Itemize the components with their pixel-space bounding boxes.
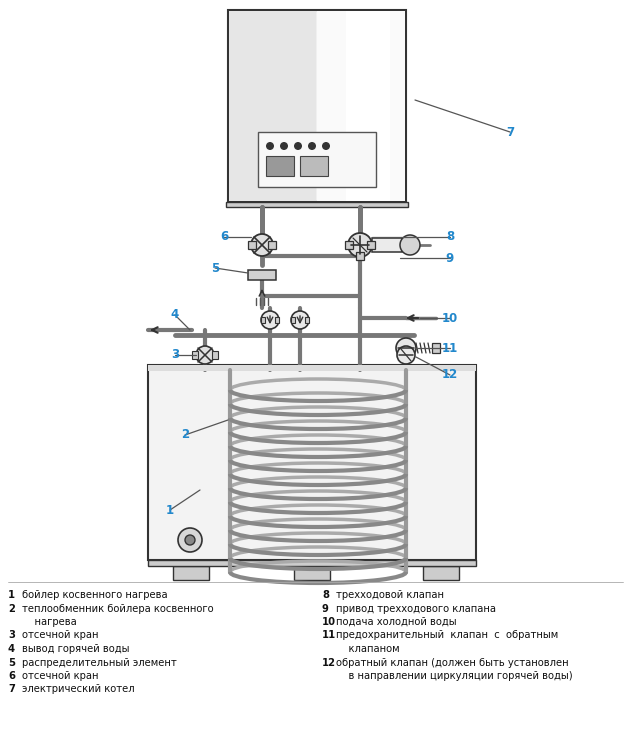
Text: привод трехходового клапана: привод трехходового клапана bbox=[336, 604, 496, 614]
Circle shape bbox=[185, 535, 195, 545]
Bar bbox=[294, 566, 330, 580]
Circle shape bbox=[308, 142, 316, 150]
Text: 2: 2 bbox=[181, 429, 189, 442]
Text: 12: 12 bbox=[322, 657, 336, 668]
Circle shape bbox=[196, 346, 214, 364]
Bar bbox=[372, 238, 402, 252]
Text: подача холодной воды: подача холодной воды bbox=[336, 617, 457, 627]
Text: 1: 1 bbox=[8, 590, 15, 600]
Text: 1: 1 bbox=[166, 503, 174, 517]
Bar bbox=[266, 156, 294, 176]
Bar bbox=[148, 365, 476, 371]
Text: 3: 3 bbox=[171, 348, 179, 361]
Text: 7: 7 bbox=[8, 684, 15, 695]
Text: 9: 9 bbox=[322, 604, 329, 614]
Bar bbox=[248, 270, 276, 280]
Text: 12: 12 bbox=[442, 369, 458, 382]
Bar bbox=[226, 202, 408, 207]
Bar bbox=[268, 241, 276, 249]
Bar bbox=[228, 10, 406, 202]
Bar bbox=[229, 11, 316, 201]
Circle shape bbox=[400, 235, 420, 255]
Bar bbox=[291, 317, 295, 323]
Text: 5: 5 bbox=[8, 657, 15, 668]
Circle shape bbox=[261, 311, 279, 329]
Text: 8: 8 bbox=[322, 590, 329, 600]
Circle shape bbox=[348, 233, 372, 257]
Text: клапаном: клапаном bbox=[336, 644, 399, 654]
Bar bbox=[248, 241, 256, 249]
Text: 3: 3 bbox=[8, 631, 15, 641]
Text: бойлер косвенного нагрева: бойлер косвенного нагрева bbox=[22, 590, 168, 600]
Text: трехходовой клапан: трехходовой клапан bbox=[336, 590, 444, 600]
Text: нагрева: нагрева bbox=[22, 617, 77, 627]
Text: 5: 5 bbox=[211, 261, 219, 275]
Text: вывод горячей воды: вывод горячей воды bbox=[22, 644, 129, 654]
Bar bbox=[423, 566, 459, 580]
Text: 6: 6 bbox=[220, 231, 228, 243]
Bar bbox=[212, 351, 218, 359]
Text: отсечной кран: отсечной кран bbox=[22, 671, 98, 681]
Text: обратный клапан (должен быть установлен: обратный клапан (должен быть установлен bbox=[336, 657, 569, 668]
Bar bbox=[261, 317, 265, 323]
Text: 11: 11 bbox=[322, 631, 336, 641]
Circle shape bbox=[291, 311, 309, 329]
Text: в направлении циркуляции горячей воды): в направлении циркуляции горячей воды) bbox=[336, 671, 572, 681]
Circle shape bbox=[396, 338, 416, 358]
Circle shape bbox=[294, 142, 302, 150]
Text: 10: 10 bbox=[442, 312, 458, 324]
Bar bbox=[300, 156, 328, 176]
Text: предохранительный  клапан  с  обратным: предохранительный клапан с обратным bbox=[336, 631, 558, 641]
Text: 8: 8 bbox=[446, 231, 454, 243]
Text: 2: 2 bbox=[8, 604, 15, 614]
Bar bbox=[305, 317, 309, 323]
Text: 9: 9 bbox=[446, 252, 454, 264]
Text: 10: 10 bbox=[322, 617, 336, 627]
Bar bbox=[173, 566, 209, 580]
Bar bbox=[356, 252, 364, 260]
Text: отсечной кран: отсечной кран bbox=[22, 631, 98, 641]
Text: теплообменник бойлера косвенного: теплообменник бойлера косвенного bbox=[22, 604, 214, 614]
Text: 4: 4 bbox=[171, 309, 179, 321]
Circle shape bbox=[178, 528, 202, 552]
Circle shape bbox=[251, 234, 273, 256]
Text: 7: 7 bbox=[506, 125, 514, 138]
Circle shape bbox=[322, 142, 330, 150]
Bar bbox=[192, 351, 198, 359]
Bar bbox=[432, 343, 440, 353]
Bar bbox=[345, 241, 353, 249]
Bar bbox=[148, 365, 476, 560]
Bar bbox=[258, 132, 376, 187]
Circle shape bbox=[397, 346, 415, 364]
Bar bbox=[367, 241, 375, 249]
Bar bbox=[346, 11, 390, 201]
Circle shape bbox=[266, 142, 274, 150]
Text: 6: 6 bbox=[8, 671, 15, 681]
Bar bbox=[148, 560, 476, 566]
Text: 4: 4 bbox=[8, 644, 15, 654]
Text: электрический котел: электрический котел bbox=[22, 684, 134, 695]
Bar bbox=[275, 317, 279, 323]
Text: распределительный элемент: распределительный элемент bbox=[22, 657, 177, 668]
Text: 11: 11 bbox=[442, 342, 458, 354]
Circle shape bbox=[280, 142, 288, 150]
Bar bbox=[317, 11, 405, 201]
